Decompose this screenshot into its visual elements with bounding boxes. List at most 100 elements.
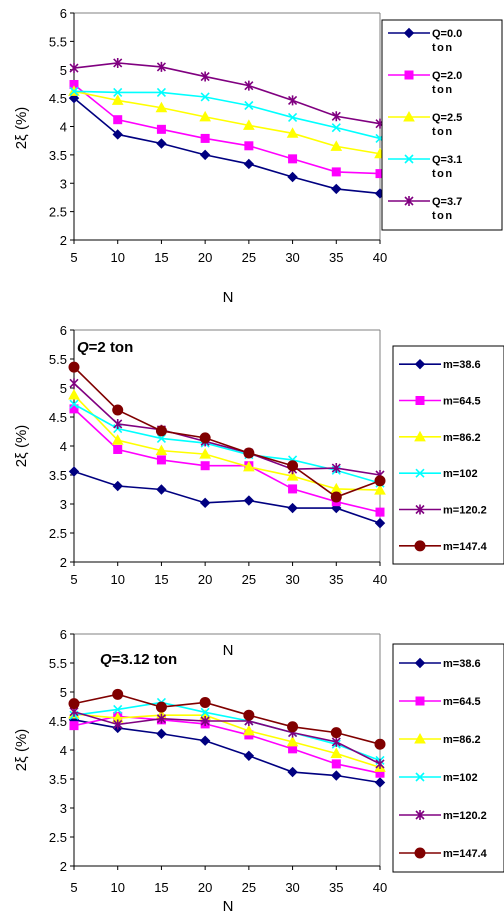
data-point bbox=[199, 696, 211, 708]
legend-swatch-marker bbox=[415, 504, 425, 515]
x-tick-label: 35 bbox=[329, 572, 343, 587]
legend-swatch-marker bbox=[415, 468, 425, 478]
data-point bbox=[243, 495, 255, 506]
data-point bbox=[331, 759, 341, 769]
legend-label: m=64.5 bbox=[443, 696, 481, 708]
data-point bbox=[288, 154, 298, 164]
legend-swatch-marker bbox=[414, 657, 426, 669]
series-line bbox=[73, 470, 381, 524]
y-tick-label: 2.5 bbox=[49, 830, 67, 845]
x-tick-label: 10 bbox=[110, 572, 124, 587]
data-point bbox=[68, 361, 80, 373]
data-point bbox=[68, 92, 80, 104]
data-point bbox=[243, 709, 255, 721]
legend-swatch-marker bbox=[403, 110, 415, 122]
data-point bbox=[113, 57, 123, 68]
x-axis-label: N bbox=[223, 898, 234, 915]
data-point bbox=[243, 724, 255, 736]
legend-box bbox=[392, 643, 504, 873]
x-tick-label: 5 bbox=[70, 880, 77, 895]
y-tick-label: 4.5 bbox=[49, 410, 67, 425]
x-tick-label: 25 bbox=[242, 880, 256, 895]
y-tick-label: 3.5 bbox=[49, 772, 67, 787]
legend-label: ton bbox=[432, 210, 454, 222]
data-point bbox=[113, 418, 123, 429]
legend-label: ton bbox=[432, 42, 454, 54]
data-point bbox=[199, 497, 211, 509]
data-point bbox=[286, 735, 299, 747]
data-point bbox=[113, 444, 123, 454]
legend-box bbox=[381, 19, 503, 231]
legend-swatch-marker bbox=[414, 847, 426, 859]
legend-swatch-marker bbox=[415, 810, 425, 820]
data-point bbox=[244, 100, 254, 111]
data-point bbox=[331, 167, 341, 177]
legend-item: m=86.2 bbox=[399, 430, 481, 444]
data-point bbox=[375, 758, 385, 769]
x-axis-label: N bbox=[223, 289, 234, 306]
data-point bbox=[374, 517, 386, 529]
data-point bbox=[155, 101, 168, 113]
series-3 bbox=[68, 388, 386, 495]
legend-item: m=38.6 bbox=[399, 657, 481, 670]
data-point bbox=[156, 61, 166, 72]
legend-label: ton bbox=[432, 126, 454, 138]
annotation-variable: Q bbox=[100, 651, 112, 668]
data-point bbox=[244, 80, 254, 91]
x-tick-label: 30 bbox=[285, 880, 299, 895]
data-point bbox=[330, 727, 342, 739]
legend-swatch-marker bbox=[404, 70, 414, 80]
series-line bbox=[73, 97, 381, 195]
data-point bbox=[331, 183, 342, 195]
series-line bbox=[73, 90, 381, 155]
series-5 bbox=[69, 57, 385, 129]
data-point bbox=[200, 707, 210, 717]
data-point bbox=[156, 138, 167, 149]
legend-swatch-marker bbox=[414, 732, 426, 744]
legend-item: Q=2.5 ton bbox=[388, 110, 462, 138]
x-tick-label: 20 bbox=[198, 572, 212, 587]
legend-swatch-marker bbox=[414, 540, 426, 552]
data-point bbox=[156, 713, 166, 724]
data-point bbox=[287, 502, 298, 514]
legend-item: m=64.5 bbox=[399, 396, 481, 408]
legend-label: ton bbox=[432, 84, 454, 96]
series-line bbox=[73, 382, 381, 476]
y-tick-label: 5.5 bbox=[49, 34, 67, 49]
legend-label: Q=0.0 bbox=[432, 28, 462, 40]
x-tick-label: 35 bbox=[329, 880, 343, 895]
legend-item: Q=3.7 ton bbox=[388, 196, 462, 222]
data-point bbox=[331, 736, 341, 747]
data-point bbox=[243, 750, 255, 762]
data-point bbox=[111, 434, 124, 445]
legend-box bbox=[392, 345, 504, 565]
y-tick-label: 5 bbox=[60, 685, 67, 700]
series-4 bbox=[69, 86, 385, 143]
y-axis-label: 2ξ (%) bbox=[13, 107, 30, 150]
x-tick-label: 40 bbox=[373, 880, 387, 895]
data-point bbox=[374, 475, 386, 487]
data-point bbox=[112, 404, 124, 416]
y-tick-label: 2.5 bbox=[49, 526, 67, 541]
legend-swatch-marker bbox=[404, 196, 414, 206]
y-tick-label: 4 bbox=[60, 743, 67, 758]
y-tick-label: 4 bbox=[60, 120, 67, 135]
legend: Q=0.0 ton Q=2.0 ton Q=2.5 ton Q=3.1 ton Q=3.7 ton bbox=[381, 19, 503, 231]
x-tick-label: 10 bbox=[110, 250, 124, 265]
data-point bbox=[287, 766, 298, 778]
x-tick-label: 40 bbox=[373, 250, 387, 265]
x-tick-label: 5 bbox=[70, 572, 77, 587]
data-point bbox=[243, 119, 255, 130]
data-point bbox=[288, 484, 298, 494]
data-point bbox=[243, 158, 255, 170]
series-5 bbox=[69, 706, 385, 769]
series-line bbox=[73, 394, 381, 491]
data-point bbox=[112, 129, 123, 140]
data-point bbox=[156, 484, 167, 495]
legend-swatch-marker bbox=[415, 696, 425, 706]
legend-label: Q=3.1 bbox=[432, 154, 462, 166]
data-point bbox=[113, 719, 123, 730]
y-tick-label: 6 bbox=[60, 627, 67, 642]
series-3 bbox=[68, 708, 386, 772]
